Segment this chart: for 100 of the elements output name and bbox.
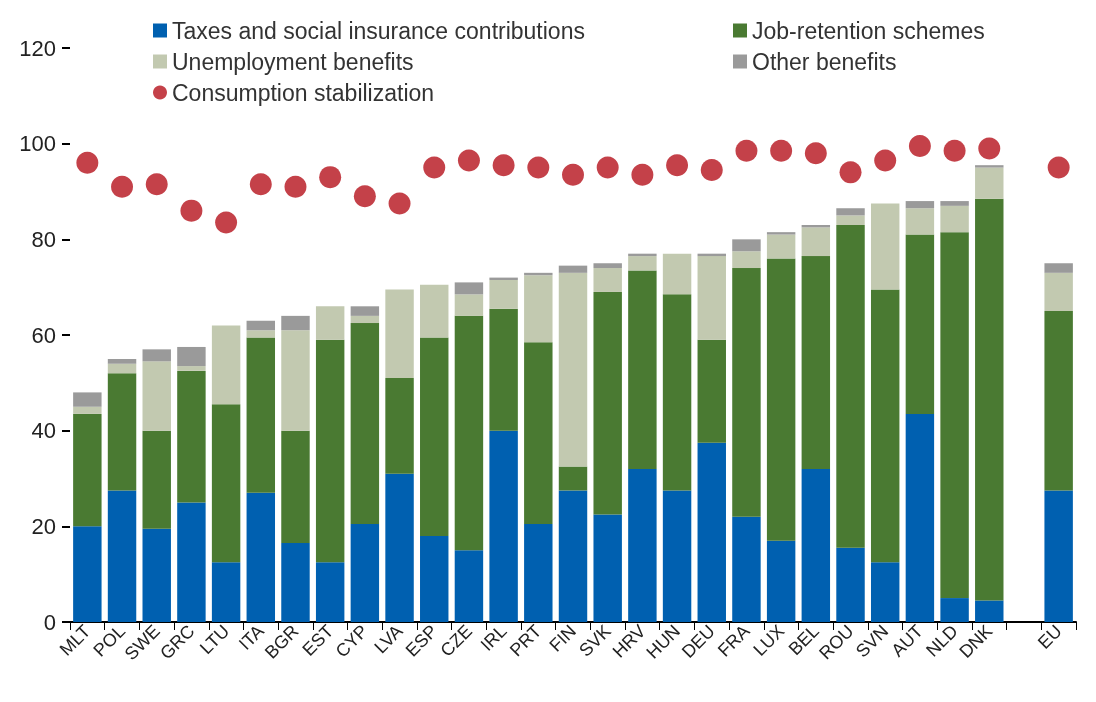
bar: [420, 284, 449, 338]
bar: [593, 268, 622, 292]
bar: [836, 224, 865, 548]
bar: [975, 198, 1004, 601]
bar: [489, 279, 518, 309]
bar: [177, 366, 206, 371]
bar: [524, 275, 553, 343]
point: [596, 156, 619, 179]
bar: [177, 502, 206, 622]
bar: [454, 550, 484, 622]
point: [631, 163, 654, 186]
point: [908, 135, 931, 158]
point: [527, 156, 550, 179]
bar: [142, 430, 171, 529]
bar: [281, 430, 310, 544]
x-tick-label: FIN: [545, 620, 581, 656]
bar: [489, 308, 518, 431]
bar: [628, 270, 657, 469]
y-tick-label: 20: [31, 513, 56, 539]
bar: [385, 378, 414, 474]
bar: [315, 339, 345, 563]
bar: [870, 289, 900, 563]
point: [423, 156, 446, 179]
bar: [801, 227, 831, 257]
point: [562, 163, 584, 186]
bar: [732, 251, 761, 269]
point: [388, 192, 411, 215]
point: [804, 142, 827, 165]
bar: [870, 562, 900, 622]
bar: [385, 473, 414, 622]
bar: [558, 490, 588, 622]
bar: [73, 392, 102, 407]
bar: [315, 562, 345, 622]
y-tick-label: 60: [31, 322, 56, 348]
bar: [766, 234, 796, 259]
bar: [281, 315, 310, 331]
bar: [246, 492, 276, 622]
bar: [107, 358, 137, 364]
point: [284, 175, 307, 198]
bar: [281, 543, 310, 622]
bar: [697, 256, 726, 340]
bar: [662, 490, 692, 622]
bar: [1044, 263, 1073, 273]
bar: [73, 406, 102, 414]
bar: [454, 315, 484, 551]
bar: [385, 289, 414, 379]
bar: [350, 306, 380, 316]
bar: [177, 370, 206, 503]
y-tick-label: 80: [31, 226, 56, 252]
bar: [420, 337, 449, 536]
bar: [73, 526, 102, 622]
bar: [593, 514, 622, 622]
bar: [281, 330, 310, 431]
bar: [975, 165, 1004, 168]
point: [666, 154, 689, 177]
bar: [593, 263, 622, 269]
legend-label: Unemployment benefits: [172, 48, 414, 75]
bar: [558, 265, 588, 273]
y-tick-label: 100: [19, 131, 56, 157]
bar: [697, 442, 726, 622]
bar: [454, 294, 484, 316]
bar: [246, 330, 276, 338]
legend-label: Other benefits: [752, 48, 897, 75]
bar: [558, 466, 588, 491]
bar: [905, 201, 935, 209]
point: [457, 149, 480, 172]
point: [249, 173, 272, 196]
bar: [593, 291, 622, 515]
bar: [420, 535, 449, 622]
bar: [766, 540, 796, 622]
bar: [107, 490, 137, 622]
point: [943, 139, 966, 162]
bar: [558, 272, 588, 467]
y-tick-label: 120: [19, 35, 56, 61]
bar: [1044, 490, 1073, 622]
bar: [107, 373, 137, 491]
legend-label: Taxes and social insurance contributions: [172, 17, 585, 44]
bar: [836, 208, 865, 216]
bar: [801, 468, 831, 622]
legend-label: Consumption stabilization: [172, 79, 435, 106]
point: [76, 151, 99, 174]
point: [770, 139, 793, 162]
bar: [662, 294, 692, 491]
bar: [940, 201, 969, 206]
bar: [524, 342, 553, 524]
bar: [350, 323, 380, 524]
bar: [905, 234, 935, 414]
x-tick-label: FRA: [713, 620, 754, 661]
bar: [142, 361, 171, 431]
point: [978, 137, 1001, 160]
y-tick-label: 40: [31, 418, 56, 444]
bar: [836, 215, 865, 225]
bar: [975, 167, 1004, 199]
bar: [628, 468, 657, 622]
bar: [836, 547, 865, 622]
bar: [1044, 311, 1073, 491]
point: [874, 149, 897, 172]
bar: [732, 516, 761, 622]
point: [145, 173, 168, 196]
bar: [315, 306, 345, 340]
